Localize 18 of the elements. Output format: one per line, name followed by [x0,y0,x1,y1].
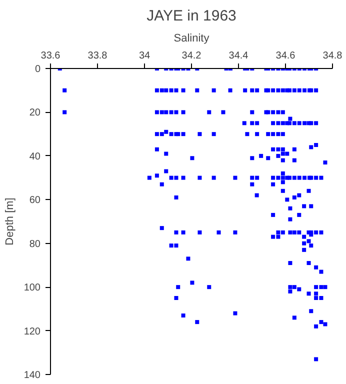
y-tick-label: 60 [29,195,41,206]
y-tick-label: 40 [29,151,41,162]
x-tick-label: 34 [138,50,150,62]
x-tick-label: 34.4 [228,50,249,62]
y-tick-label: 100 [24,282,41,294]
x-tick-label: 34.8 [322,50,343,62]
x-tick-label: 33.8 [88,50,108,62]
x-axis-title: Salinity [174,32,210,44]
x-tick-label: 33.6 [40,50,61,62]
x-tick-label: 34.2 [182,50,202,62]
y-tick-label: 20 [29,108,41,119]
y-tick-label: 80 [29,238,41,250]
y-axis-title: Depth [m] [4,198,16,246]
y-tick-label: 0 [34,64,41,75]
chart-title: JAYE in 1963 [146,8,236,24]
y-tick-label: 120 [24,326,41,338]
y-tick-label: 140 [24,370,41,381]
x-tick-label: 34.6 [276,50,296,62]
